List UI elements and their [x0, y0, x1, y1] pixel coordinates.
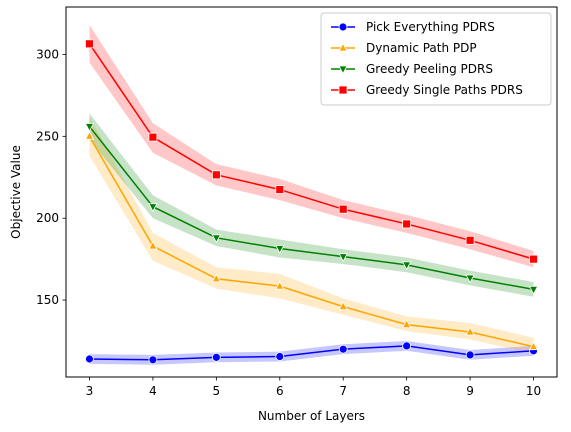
x-tick-label: 8: [403, 384, 411, 398]
dynamic-path-pdp-point: [465, 326, 475, 336]
pick-everything-pdrs-point: [85, 354, 94, 364]
dynamic-path-pdp-point: [84, 130, 95, 140]
greedy-single-paths-pdrs-point: [402, 219, 412, 229]
x-tick-label: 3: [86, 384, 94, 398]
legend-frame: [320, 12, 552, 106]
dynamic-path-pdp-line: [88, 135, 534, 348]
pick-everything-pdrs-point: [275, 352, 285, 361]
greedy-peeling-pdrs-point: [148, 203, 158, 213]
y-tick-label: 250: [36, 129, 59, 143]
x-axis-ticks: 3 4 5 6 7 8 9 10: [86, 377, 541, 398]
greedy-single-paths-pdrs-line: [88, 43, 534, 260]
x-tick-label: 4: [149, 384, 157, 398]
greedy-peeling-pdrs-confidence-band: [89, 113, 534, 297]
dynamic-path-pdp-point: [275, 280, 285, 290]
greedy-peeling-pdrs-point: [338, 253, 348, 263]
pick-everything-pdrs-point: [465, 350, 475, 360]
x-tick-label: 10: [526, 384, 541, 398]
greedy-single-paths-pdrs-point: [148, 132, 158, 142]
greedy-single-paths-pdrs-point: [338, 204, 348, 214]
dynamic-path-pdp-legend-label: Dynamic Path PDP: [366, 41, 477, 55]
greedy-single-paths-pdrs-point: [85, 39, 94, 49]
series-lines: [88, 43, 534, 361]
greedy-single-paths-pdrs-point: [465, 235, 475, 245]
plot-frame: [65, 6, 558, 378]
greedy-peeling-pdrs-point: [528, 286, 539, 295]
y-tick-label: 300: [36, 47, 59, 61]
series-markers: [84, 39, 539, 365]
pick-everything-pdrs-point: [402, 341, 412, 351]
pick-everything-pdrs-legend-marker: [338, 22, 348, 32]
x-tick-label: 6: [276, 384, 284, 398]
pick-everything-pdrs-legend-label: Pick Everything PDRS: [366, 20, 495, 34]
y-tick-label: 200: [36, 211, 59, 225]
greedy-peeling-pdrs-point: [84, 123, 95, 132]
dynamic-path-pdp-point: [211, 273, 222, 283]
x-tick-label: 5: [213, 384, 221, 398]
greedy-peeling-pdrs-line: [88, 126, 534, 291]
dynamic-path-pdp-point: [401, 319, 412, 329]
dynamic-path-pdp-point: [338, 301, 348, 311]
legend: Pick Everything PDRS Dynamic Path PDP Gree…: [320, 12, 552, 106]
dynamic-path-pdp-point: [148, 240, 158, 250]
x-axis-label: Number of Layers: [258, 409, 365, 423]
y-tick-label: 150: [36, 293, 59, 307]
pick-everything-pdrs-point: [211, 352, 221, 362]
greedy-peeling-pdrs-point: [211, 234, 222, 244]
greedy-peeling-pdrs-legend-label: Greedy Peeling PDRS: [366, 62, 493, 76]
pick-everything-pdrs-point: [338, 344, 348, 354]
x-tick-label: 7: [339, 384, 347, 398]
greedy-peeling-pdrs-point: [465, 274, 475, 284]
dynamic-path-pdp-confidence-band: [89, 116, 534, 355]
pick-everything-pdrs-point: [148, 355, 158, 365]
greedy-single-paths-pdrs-point: [275, 185, 285, 194]
greedy-single-paths-pdrs-legend-label: Greedy Single Paths PDRS: [366, 83, 523, 97]
greedy-single-paths-pdrs-confidence-band: [89, 25, 534, 268]
greedy-peeling-pdrs-point: [275, 245, 285, 254]
pick-everything-pdrs-line: [89, 345, 534, 361]
y-axis-label: Objective Value: [9, 145, 23, 239]
greedy-single-paths-pdrs-legend-marker: [338, 85, 348, 95]
greedy-single-paths-pdrs-point: [529, 254, 538, 264]
dynamic-path-pdp-point: [528, 341, 539, 351]
greedy-single-paths-pdrs-point: [211, 170, 221, 180]
greedy-peeling-pdrs-point: [401, 261, 412, 271]
y-axis-ticks: 150 200 250 300: [36, 47, 66, 307]
dynamic-path-pdp-legend-marker: [338, 42, 348, 52]
x-tick-label: 9: [466, 384, 474, 398]
greedy-peeling-pdrs-legend-marker: [338, 65, 348, 75]
